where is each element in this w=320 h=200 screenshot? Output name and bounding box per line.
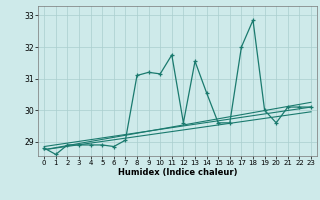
X-axis label: Humidex (Indice chaleur): Humidex (Indice chaleur) xyxy=(118,168,237,177)
